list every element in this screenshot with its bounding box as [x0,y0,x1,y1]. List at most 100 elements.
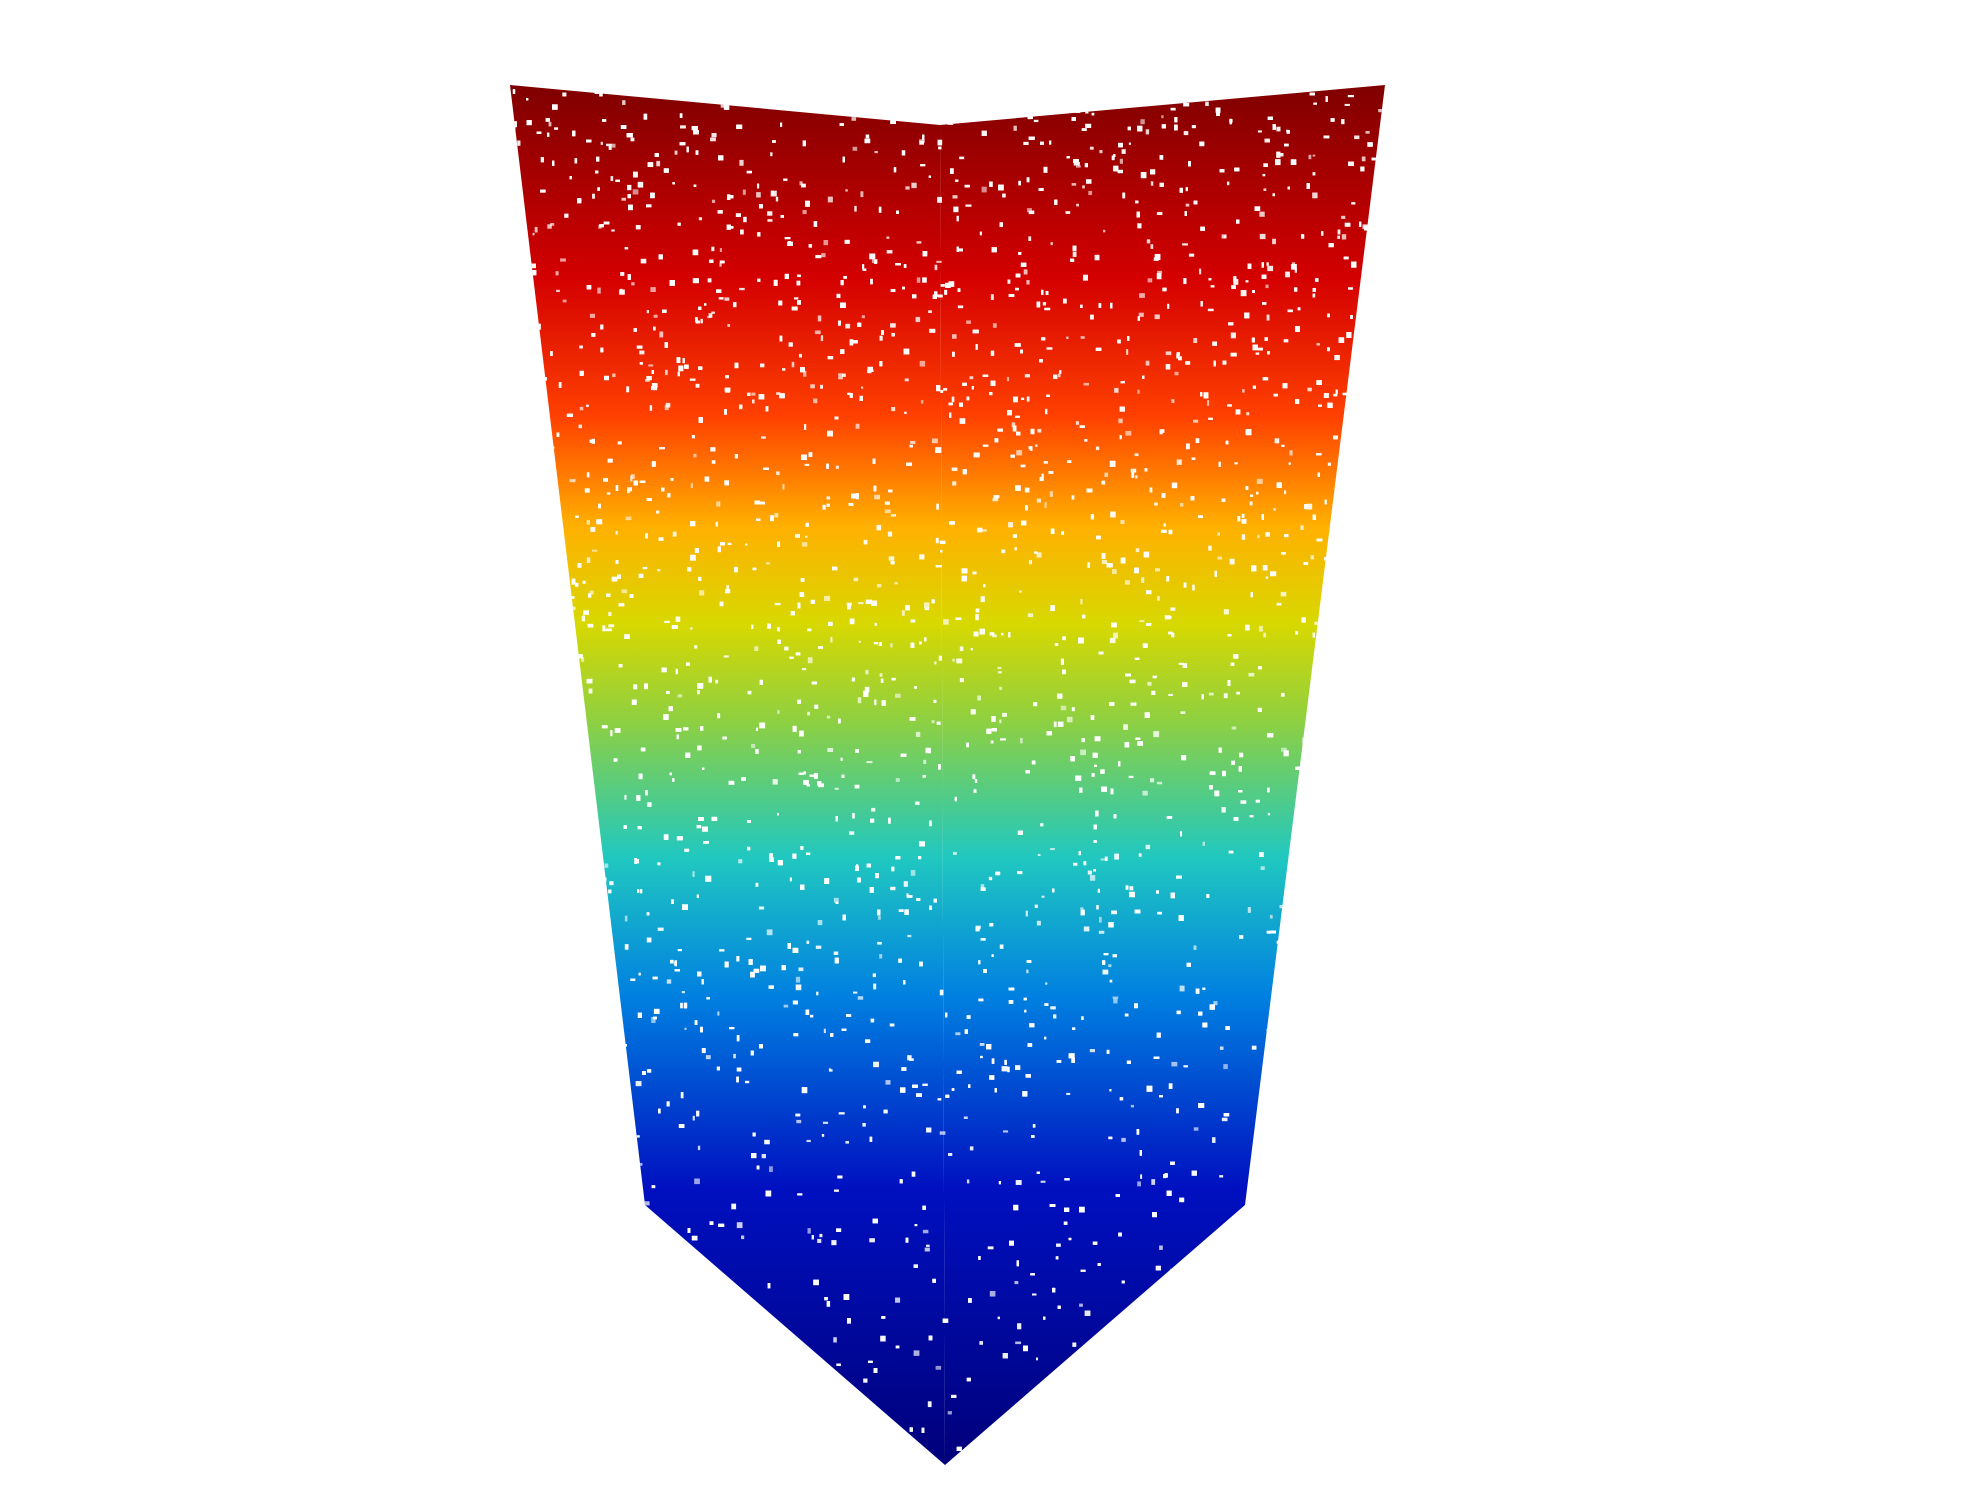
point-gap [807,657,813,664]
point-gap [1141,577,1145,583]
point-gap [1145,844,1151,850]
point-gap [558,1023,563,1027]
point-gap [1312,172,1316,176]
point-gap [879,954,883,959]
point-gap [726,585,730,591]
point-gap [579,886,585,890]
point-gap [1355,787,1361,793]
point-gap [516,476,521,480]
point-gap [1354,135,1360,140]
point-gap [641,1236,646,1240]
point-gap [585,930,588,936]
point-gap [534,226,538,233]
point-gap [724,1327,729,1333]
point-gap [848,108,853,114]
point-gap [505,719,509,725]
point-gap [654,1287,659,1293]
point-gap [582,1114,586,1117]
point-gap [1119,158,1123,164]
point-gap [578,424,582,429]
point-gap [521,444,524,448]
point-gap [594,1172,601,1178]
point-gap [554,127,559,130]
point-gap [583,1213,588,1218]
point-gap [972,774,976,780]
point-gap [1371,1088,1376,1092]
point-gap [543,744,546,749]
point-gap [586,911,589,917]
point-gap [521,1184,526,1188]
point-gap [562,780,569,786]
point-gap [1028,210,1035,215]
point-gap [947,1411,952,1415]
point-gap [569,479,576,483]
point-gap [1309,1058,1316,1064]
point-gap [1376,902,1380,906]
point-gap [697,690,700,695]
point-gap [719,1325,722,1329]
point-gap [1399,165,1402,169]
point-gap [857,697,862,704]
point-gap [511,551,515,554]
point-gap [1338,824,1344,828]
point-gap [552,871,555,875]
point-gap [1349,590,1353,593]
point-gap [1339,664,1342,671]
point-gap [777,710,780,714]
point-gap [1074,108,1081,113]
point-gap [644,1201,650,1206]
point-gap [717,1011,720,1016]
point-gap [516,783,521,789]
point-gap [1252,1166,1256,1171]
point-gap [534,612,539,617]
point-gap [1276,1200,1282,1206]
point-gap [1066,716,1073,723]
point-gap [564,696,570,700]
point-gap [1348,1389,1352,1395]
point-gap [1378,109,1384,113]
point-gap [1380,367,1385,373]
point-gap [940,550,943,553]
point-gap [1385,1088,1389,1091]
point-gap [895,1297,901,1303]
point-gap [512,930,518,937]
point-gap [516,296,521,299]
point-gap [1339,664,1342,671]
point-gap [1076,93,1082,97]
point-gap [862,268,867,271]
point-gap [1062,1400,1068,1406]
point-gap [510,1298,514,1304]
point-gap [995,89,999,92]
point-gap [550,631,556,635]
point-gap [1364,1096,1367,1100]
point-gap [1112,996,1119,999]
point-gap [1312,154,1316,157]
point-gap [1089,146,1094,150]
point-gap [1323,837,1329,841]
point-gap [543,1401,550,1408]
point-gap [564,696,570,700]
point-gap [1195,1418,1200,1423]
point-gap [1340,563,1346,570]
point-gap [1178,662,1184,665]
point-gap [932,109,939,113]
point-gap [1084,91,1089,94]
point-gap [1137,1181,1141,1187]
point-gap [1084,1310,1091,1316]
point-gap [760,1320,767,1324]
point-gap [1389,483,1391,486]
point-gap [526,576,530,583]
left-face [510,85,945,1465]
point-gap [1227,1453,1231,1459]
point-gap [1246,89,1251,93]
point-gap [1361,787,1364,791]
point-gap [522,894,528,899]
point-gap [1213,1370,1219,1374]
point-gap [1273,508,1276,511]
point-gap [683,89,689,93]
point-gap [833,897,839,903]
point-gap [1025,910,1028,917]
point-gap [702,1292,707,1297]
point-gap [802,140,806,147]
